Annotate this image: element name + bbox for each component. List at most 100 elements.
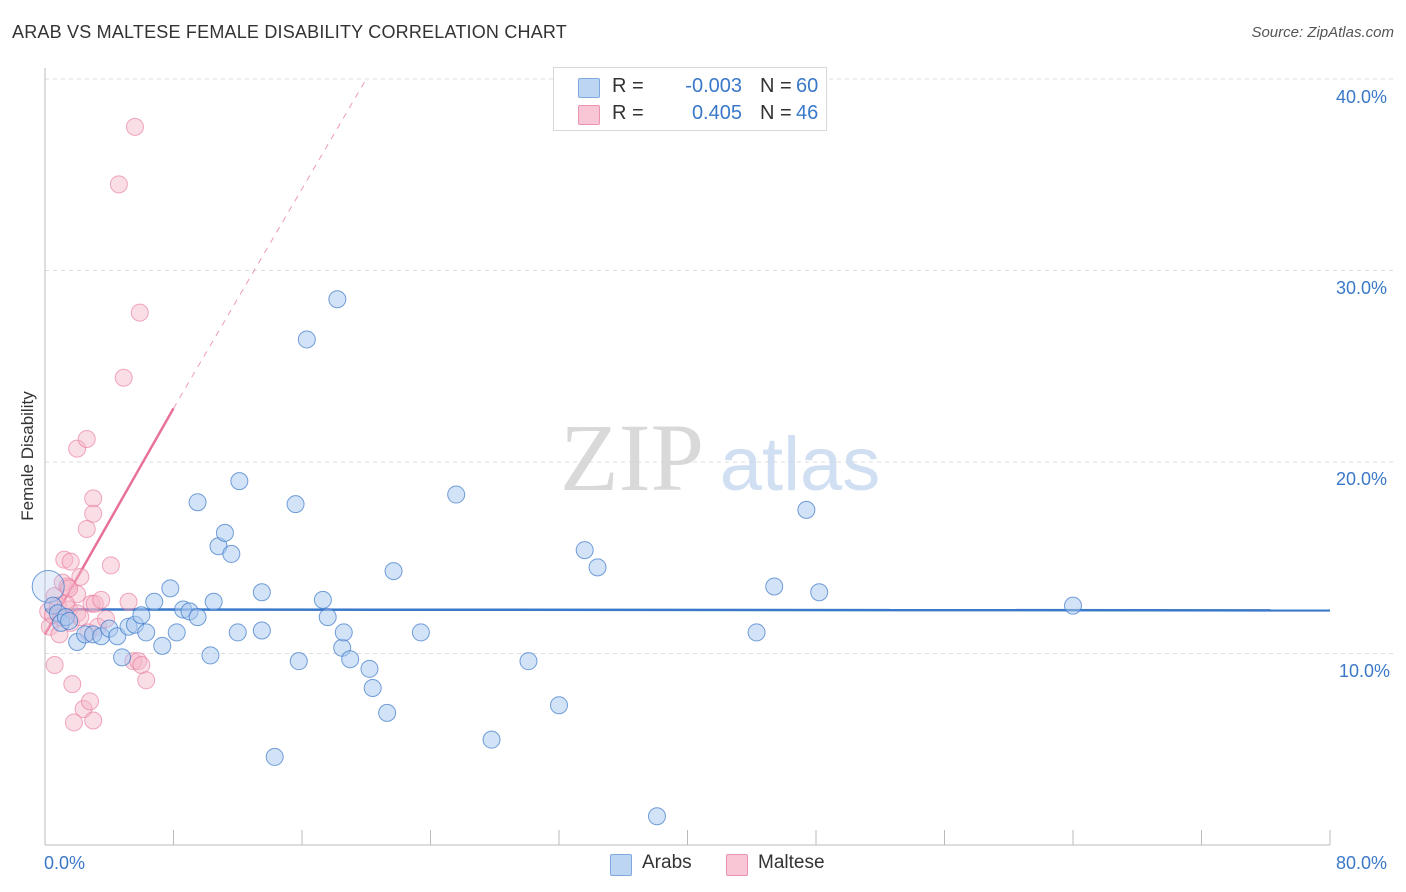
arabs-point	[145, 592, 164, 611]
maltese-point	[45, 655, 64, 674]
arabs-point	[647, 807, 666, 826]
arabs-point	[201, 646, 220, 665]
y-tick-label: 20.0%	[1336, 469, 1388, 489]
arabs-point	[363, 678, 382, 697]
arabs-point	[31, 569, 65, 603]
arabs-point	[137, 623, 156, 642]
arabs-point	[167, 623, 186, 642]
maltese-point	[130, 303, 149, 322]
maltese-point	[114, 368, 133, 387]
arabs-point	[360, 659, 379, 678]
maltese-point	[60, 579, 79, 598]
n-label: N =	[760, 102, 792, 124]
arabs-point	[286, 495, 305, 514]
arabs-point	[313, 590, 332, 609]
arabs-point	[297, 330, 316, 349]
arabs-swatch	[578, 78, 600, 98]
maltese-point	[64, 713, 83, 732]
maltese-point	[84, 489, 103, 508]
arabs-point	[1064, 596, 1082, 615]
maltese-point	[55, 550, 74, 569]
arabs-point	[60, 611, 79, 630]
maltese-point	[74, 700, 93, 719]
n-label: N =	[760, 75, 792, 97]
arabs-point	[341, 650, 360, 669]
maltese-point	[109, 175, 128, 194]
arabs-point	[161, 579, 180, 598]
arabs-point	[204, 592, 223, 611]
legend-label-maltese: Maltese	[758, 852, 825, 873]
maltese-point	[101, 556, 120, 575]
maltese-point	[84, 711, 103, 730]
chart-title: ARAB VS MALTESE FEMALE DISABILITY CORREL…	[12, 22, 567, 42]
watermark-atlas: atlas	[720, 422, 881, 507]
arabs-point	[222, 544, 241, 563]
x-tick-label-max: 80.0%	[1336, 853, 1388, 873]
arabs-point	[384, 562, 403, 581]
arabs-point	[252, 621, 271, 640]
arabs-point	[188, 608, 207, 627]
arabs-point	[334, 623, 353, 642]
arabs-point	[747, 623, 766, 642]
maltese-trend-extension	[173, 78, 367, 409]
r-label: R =	[612, 75, 644, 97]
maltese-swatch	[726, 854, 748, 876]
maltese-point	[84, 504, 103, 523]
x-tick-label-min: 0.0%	[44, 853, 86, 873]
r-value: 0.405	[691, 102, 742, 124]
y-tick-label: 30.0%	[1336, 278, 1388, 298]
maltese-point	[63, 675, 82, 694]
arabs-point	[328, 290, 347, 309]
y-tick-label: 10.0%	[1339, 661, 1391, 681]
arabs-point	[113, 648, 132, 667]
arabs-point	[765, 577, 784, 596]
n-value: 60	[796, 75, 819, 97]
arabs-trend-line	[44, 608, 1331, 612]
arabs-point	[575, 541, 594, 560]
axes-layer	[44, 68, 1331, 846]
watermark-zip: ZIP	[560, 404, 704, 511]
maltese-point	[119, 592, 138, 611]
arabs-point	[797, 500, 816, 519]
maltese-point	[125, 117, 144, 136]
arabs-point	[411, 623, 430, 642]
arabs-point	[153, 636, 172, 655]
arabs-point	[252, 583, 271, 602]
maltese-point	[92, 590, 111, 609]
arabs-points	[31, 290, 1082, 826]
maltese-point	[80, 692, 99, 711]
arabs-point	[447, 485, 466, 504]
r-value: -0.003	[685, 75, 742, 97]
grid-layer	[45, 78, 1395, 654]
n-value: 46	[796, 102, 819, 124]
arabs-point	[188, 493, 207, 512]
maltese-point	[137, 671, 156, 690]
maltese-point	[77, 520, 96, 539]
maltese-points	[39, 117, 156, 732]
arabs-point	[318, 608, 337, 627]
arabs-point	[132, 606, 151, 625]
maltese-trend	[43, 78, 367, 635]
arabs-point	[265, 747, 284, 766]
source-label: Source: ZipAtlas.com	[1251, 24, 1394, 41]
arabs-swatch	[610, 854, 632, 876]
correlation-legend: R = -0.003 N = 60 R = 0.405 N = 46	[553, 67, 827, 131]
maltese-point	[68, 439, 87, 458]
maltese-swatch	[578, 105, 600, 125]
arabs-point	[289, 652, 308, 671]
arabs-point	[228, 623, 247, 642]
arabs-point	[215, 523, 234, 542]
arabs-trend	[44, 608, 1331, 612]
y-axis-label: Female Disability	[18, 391, 37, 521]
maltese-point	[61, 552, 80, 571]
arabs-point	[482, 730, 501, 749]
arabs-point	[230, 472, 249, 491]
arabs-point	[550, 696, 568, 715]
legend-label-arabs: Arabs	[642, 852, 692, 873]
maltese-point	[132, 655, 151, 674]
arabs-point	[519, 652, 538, 671]
maltese-point	[71, 567, 90, 586]
maltese-point	[77, 430, 96, 449]
arabs-point	[378, 703, 397, 722]
